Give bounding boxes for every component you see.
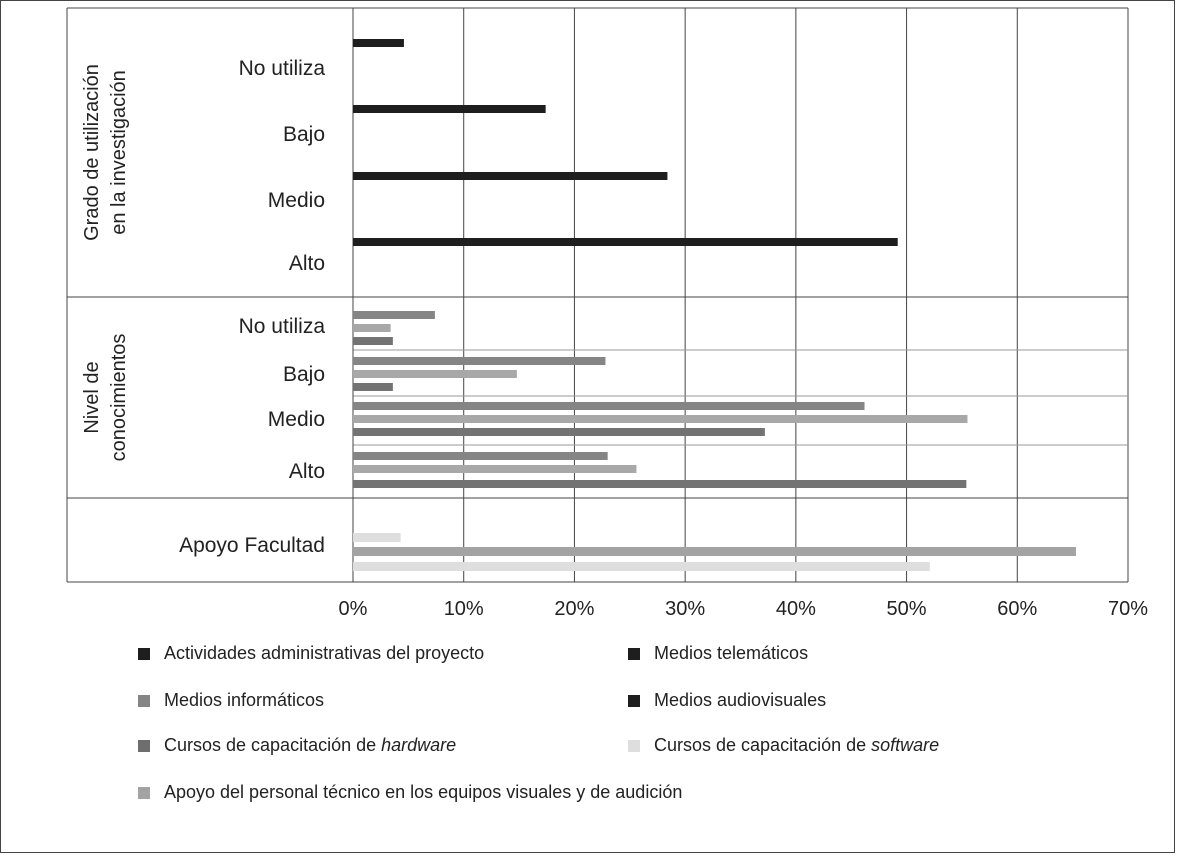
legend-item-audiovisuales: Medios audiovisuales [628,690,826,711]
legend-label: Cursos de capacitación de hardware [164,735,456,756]
bar [353,428,765,436]
legend-label: Actividades administrativas del proyecto [164,643,485,663]
group-label: en la investigación [108,70,130,235]
legend-item-hardware: Cursos de capacitación de hardware [138,735,456,756]
category-label: Alto [289,252,325,275]
group-label: conocimientos [108,334,130,462]
category-label: Bajo [283,123,325,146]
legend-item-software: Cursos de capacitación de software [628,735,939,756]
bar-chart: 0% 10% 20% 30% 40% 50% 60% 70% No utiliza Bajo Med… [66,7,1148,620]
legend-label-italic: software [871,735,940,755]
bar [353,547,1076,556]
category-label: No utiliza [239,315,326,338]
bar [353,105,546,113]
bar [353,465,637,473]
legend-label: Medios audiovisuales [654,690,827,710]
category-label: Medio [268,189,325,212]
category-label: No utiliza [239,57,326,80]
bar [353,562,930,571]
legend-label: Apoyo del personal técnico en los equipo… [164,782,683,802]
legend-swatch [628,739,640,752]
bar [353,480,967,488]
legend-label-plain: Cursos de capacitación de [164,735,382,755]
bar [353,357,606,365]
x-tick-label: 60% [997,598,1037,620]
bar [353,324,391,332]
legend-item-apoyo-personal: Apoyo del personal técnico en los equipo… [138,782,682,803]
bar [353,39,404,47]
legend-label: Medios informáticos [164,690,325,710]
legend-item-informaticos: Medios informáticos [138,690,324,711]
x-tick-label: 10% [444,598,484,620]
legend-label-italic: hardware [381,735,457,755]
legend-swatch [138,694,150,707]
legend-swatch [138,786,150,799]
legend-item-telematicos: Medios telemáticos [628,643,808,664]
bar [353,402,865,410]
bar [353,311,435,319]
legend-item-actividades: Actividades administrativas del proyecto [138,643,484,664]
bar [353,370,517,378]
category-label: Bajo [283,363,325,386]
bar [353,452,608,460]
bar [353,415,968,423]
legend-swatch [138,647,150,660]
x-tick-label: 40% [776,598,816,620]
group-label: Grado de utilización [81,64,103,241]
bar [353,172,668,180]
bar [353,337,393,345]
category-label: Medio [268,408,325,431]
x-tick-label: 70% [1108,598,1148,620]
bar [353,533,401,542]
category-label: Apoyo Facultad [179,534,325,557]
bar [353,383,393,391]
category-label: Alto [289,460,325,483]
group-label: Nivel de [81,361,103,433]
legend-swatch [138,739,150,752]
legend-swatch [628,647,640,660]
bar [353,238,898,246]
x-tick-label: 0% [339,598,368,620]
legend-swatch [628,694,640,707]
legend-label: Cursos de capacitación de software [654,735,939,756]
x-tick-label: 30% [665,598,705,620]
x-tick-label: 20% [554,598,594,620]
legend-label-plain: Cursos de capacitación de [654,735,872,755]
x-tick-label: 50% [887,598,927,620]
legend-label: Medios telemáticos [654,643,809,663]
